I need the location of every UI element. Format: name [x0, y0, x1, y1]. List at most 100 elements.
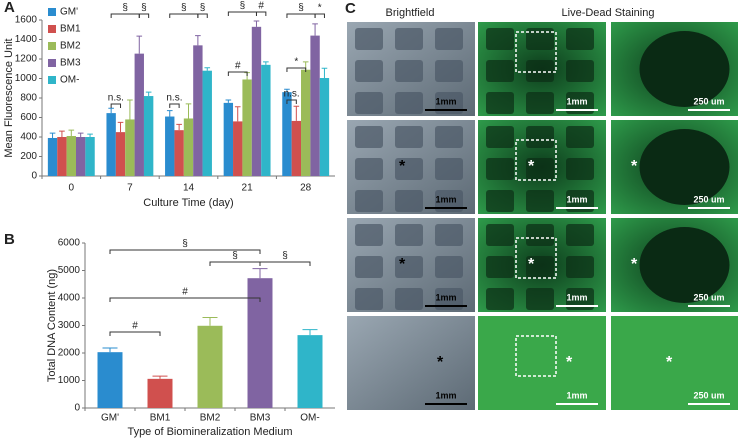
error-bar [87, 133, 93, 137]
pore [395, 224, 423, 246]
significance-bracket [109, 331, 161, 336]
pore [395, 126, 423, 148]
bar [174, 130, 184, 176]
bar [310, 35, 320, 176]
x-axis-title: Culture Time (day) [143, 197, 233, 209]
legend-label: BM3 [60, 58, 81, 69]
error-bar [263, 61, 269, 65]
pore [526, 224, 554, 246]
bar [165, 116, 175, 176]
pore-zoom [639, 129, 730, 205]
pore [355, 256, 383, 278]
x-tick-label: 0 [69, 183, 75, 194]
pore [355, 224, 383, 246]
column-title: Brightfield [386, 7, 435, 19]
bar [66, 136, 76, 176]
x-tick-label: OM- [300, 413, 319, 424]
significance-label: § [298, 3, 304, 14]
significance-label: n.s. [284, 89, 300, 100]
significance-bracket [109, 249, 261, 254]
legend-swatch [48, 8, 56, 16]
significance-label: n.s. [166, 93, 182, 104]
pore [526, 288, 554, 310]
y-tick-label: 200 [20, 151, 37, 162]
pore [526, 158, 554, 180]
marker: * [631, 256, 638, 273]
micrograph [347, 316, 475, 410]
significance-bracket [286, 99, 297, 104]
scale-label: 250 um [693, 292, 724, 302]
x-tick-label: BM1 [150, 413, 171, 424]
y-tick-label: 1200 [15, 54, 38, 65]
bar [282, 92, 292, 176]
pore [435, 224, 463, 246]
y-tick-label: 1000 [58, 375, 81, 386]
y-tick-label: 1600 [15, 15, 38, 26]
bar [242, 79, 252, 176]
scale-label: 1mm [435, 390, 456, 400]
scale-label: 1mm [435, 96, 456, 106]
pore [435, 126, 463, 148]
error-bar [185, 103, 192, 119]
y-tick-label: 5000 [58, 265, 81, 276]
pore [355, 60, 383, 82]
panel-letter: C [345, 0, 356, 17]
pore [395, 256, 423, 278]
marker: * [666, 354, 673, 371]
error-bar [145, 91, 152, 97]
bar [125, 119, 135, 176]
error-bar [302, 329, 318, 336]
significance-label: § [240, 1, 246, 12]
significance-bracket [255, 11, 267, 16]
scale-label: 1mm [566, 194, 587, 204]
x-tick-label: GM' [101, 413, 119, 424]
bar [197, 325, 223, 408]
pore [566, 158, 594, 180]
pore [486, 28, 514, 50]
significance-label: n.s. [108, 93, 124, 104]
error-bar [176, 123, 182, 131]
x-tick-label: 7 [127, 183, 133, 194]
significance-bracket [227, 71, 248, 76]
error-bar [59, 130, 65, 137]
error-bar [77, 132, 84, 137]
pore [566, 224, 594, 246]
error-bar [166, 110, 173, 117]
bar [291, 120, 302, 176]
y-tick-label: 600 [20, 112, 37, 123]
x-tick-label: BM3 [250, 413, 271, 424]
legend-swatch [48, 25, 56, 33]
bar [183, 118, 194, 176]
bar [143, 96, 154, 176]
error-bar [252, 268, 268, 279]
significance-label: § [200, 3, 206, 14]
bar [261, 64, 271, 176]
pore [435, 28, 463, 50]
pore [355, 190, 383, 212]
bar [202, 70, 212, 176]
pore [355, 288, 383, 310]
significance-bracket [110, 103, 122, 108]
marker: * [399, 256, 406, 273]
pore [526, 92, 554, 114]
pore [566, 92, 594, 114]
legend-swatch [48, 59, 56, 67]
bar [301, 69, 311, 176]
significance-label: # [258, 1, 264, 12]
pore [486, 224, 514, 246]
pore [486, 190, 514, 212]
error-bar [321, 67, 328, 79]
pore [486, 126, 514, 148]
error-bar [108, 107, 114, 114]
significance-bracket [259, 261, 311, 266]
scale-label: 250 um [693, 390, 724, 400]
y-tick-label: 800 [20, 93, 37, 104]
pore [566, 256, 594, 278]
bar [319, 78, 330, 176]
pore [486, 158, 514, 180]
significance-bracket [286, 13, 316, 18]
zoom-box [515, 237, 557, 279]
error-bar [102, 347, 118, 353]
significance-label: * [294, 57, 298, 68]
legend-swatch [48, 42, 56, 50]
